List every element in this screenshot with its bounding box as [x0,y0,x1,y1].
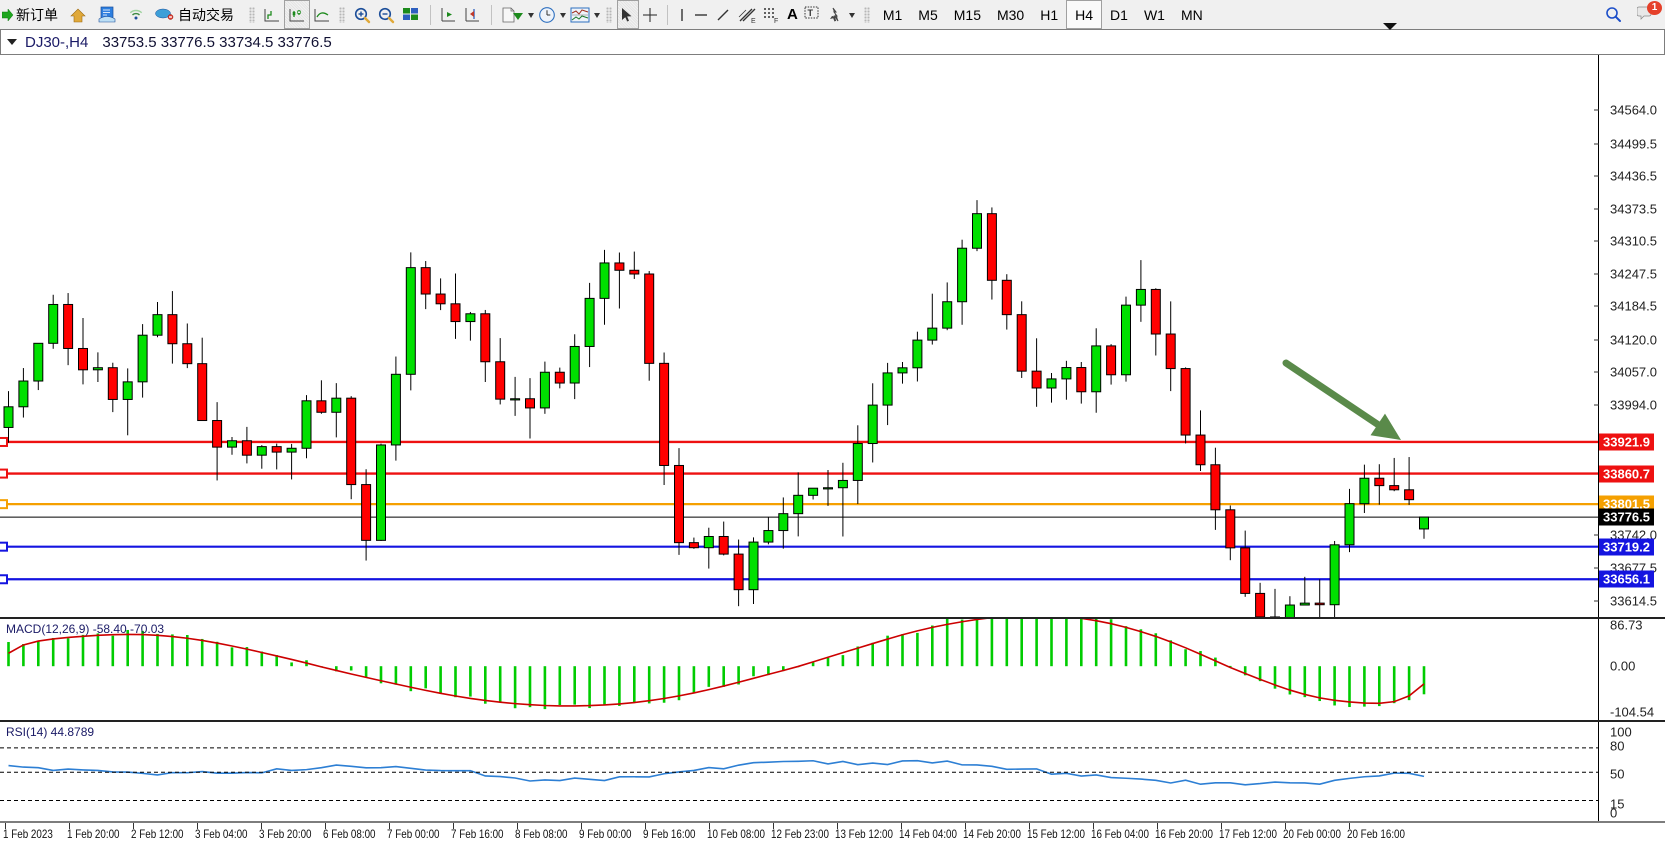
svg-text:F: F [774,18,778,24]
svg-text:E: E [751,18,756,24]
svg-text:T: T [807,8,813,18]
